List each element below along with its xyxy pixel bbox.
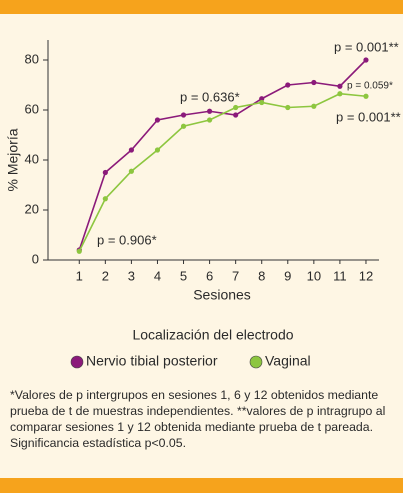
annotation: p = 0.636* — [180, 89, 240, 104]
y-tick-label: 40 — [25, 151, 39, 166]
x-tick-label: 2 — [102, 268, 109, 283]
y-tick-label: 20 — [25, 201, 39, 216]
point — [102, 169, 108, 176]
x-tick-label: 8 — [258, 268, 265, 283]
point — [285, 82, 291, 88]
legend-marker — [70, 355, 84, 369]
x-tick-label: 7 — [232, 268, 239, 283]
point — [233, 112, 239, 118]
y-tick-label: 60 — [25, 101, 39, 116]
point — [363, 57, 369, 63]
point — [154, 147, 161, 153]
top-band — [0, 0, 403, 14]
annotation: p = 0.001** — [334, 39, 399, 54]
x-tick-label: 1 — [76, 268, 83, 283]
annotation: p = 0.001** — [336, 109, 401, 124]
x-tick-label: 11 — [333, 268, 347, 283]
legend-label: Vaginal — [265, 353, 311, 369]
point — [180, 112, 187, 118]
x-tick-label: 6 — [206, 268, 213, 283]
point — [154, 117, 161, 123]
point — [285, 104, 291, 111]
point — [233, 104, 239, 111]
x-tick-label: 9 — [284, 268, 291, 283]
point — [180, 123, 187, 129]
footnote: *Valores de p intergrupos en sesiones 1,… — [10, 388, 386, 450]
annotation: p = 0.059* — [347, 81, 393, 92]
legend-label: Nervio tibial posterior — [86, 353, 218, 369]
point — [337, 83, 343, 89]
y-tick-label: 80 — [25, 51, 39, 66]
point — [259, 99, 265, 106]
y-tick-label: 0 — [32, 251, 39, 266]
point — [363, 93, 369, 99]
point — [128, 147, 135, 153]
point — [206, 108, 213, 114]
point — [337, 91, 343, 97]
y-axis-label: % Mejoría — [5, 128, 21, 191]
chart: % Mejoría Sesiones Localización del elec… — [5, 39, 401, 369]
x-tick-label: 4 — [154, 268, 161, 283]
annotation: p = 0.906* — [97, 232, 157, 247]
point — [102, 196, 108, 202]
x-axis-label: Sesiones — [193, 287, 251, 303]
point — [128, 168, 135, 174]
legend-title: Localización del electrodo — [132, 327, 293, 343]
x-tick-label: 5 — [180, 268, 187, 283]
point — [311, 79, 317, 86]
bottom-band — [0, 478, 403, 493]
point — [259, 96, 265, 102]
legend-marker — [249, 355, 263, 369]
x-tick-label: 10 — [307, 268, 321, 283]
point — [76, 248, 82, 254]
point — [206, 117, 213, 123]
x-tick-label: 3 — [128, 268, 135, 283]
x-tick-label: 12 — [359, 268, 373, 283]
series-line — [78, 92, 367, 252]
point — [311, 103, 317, 109]
